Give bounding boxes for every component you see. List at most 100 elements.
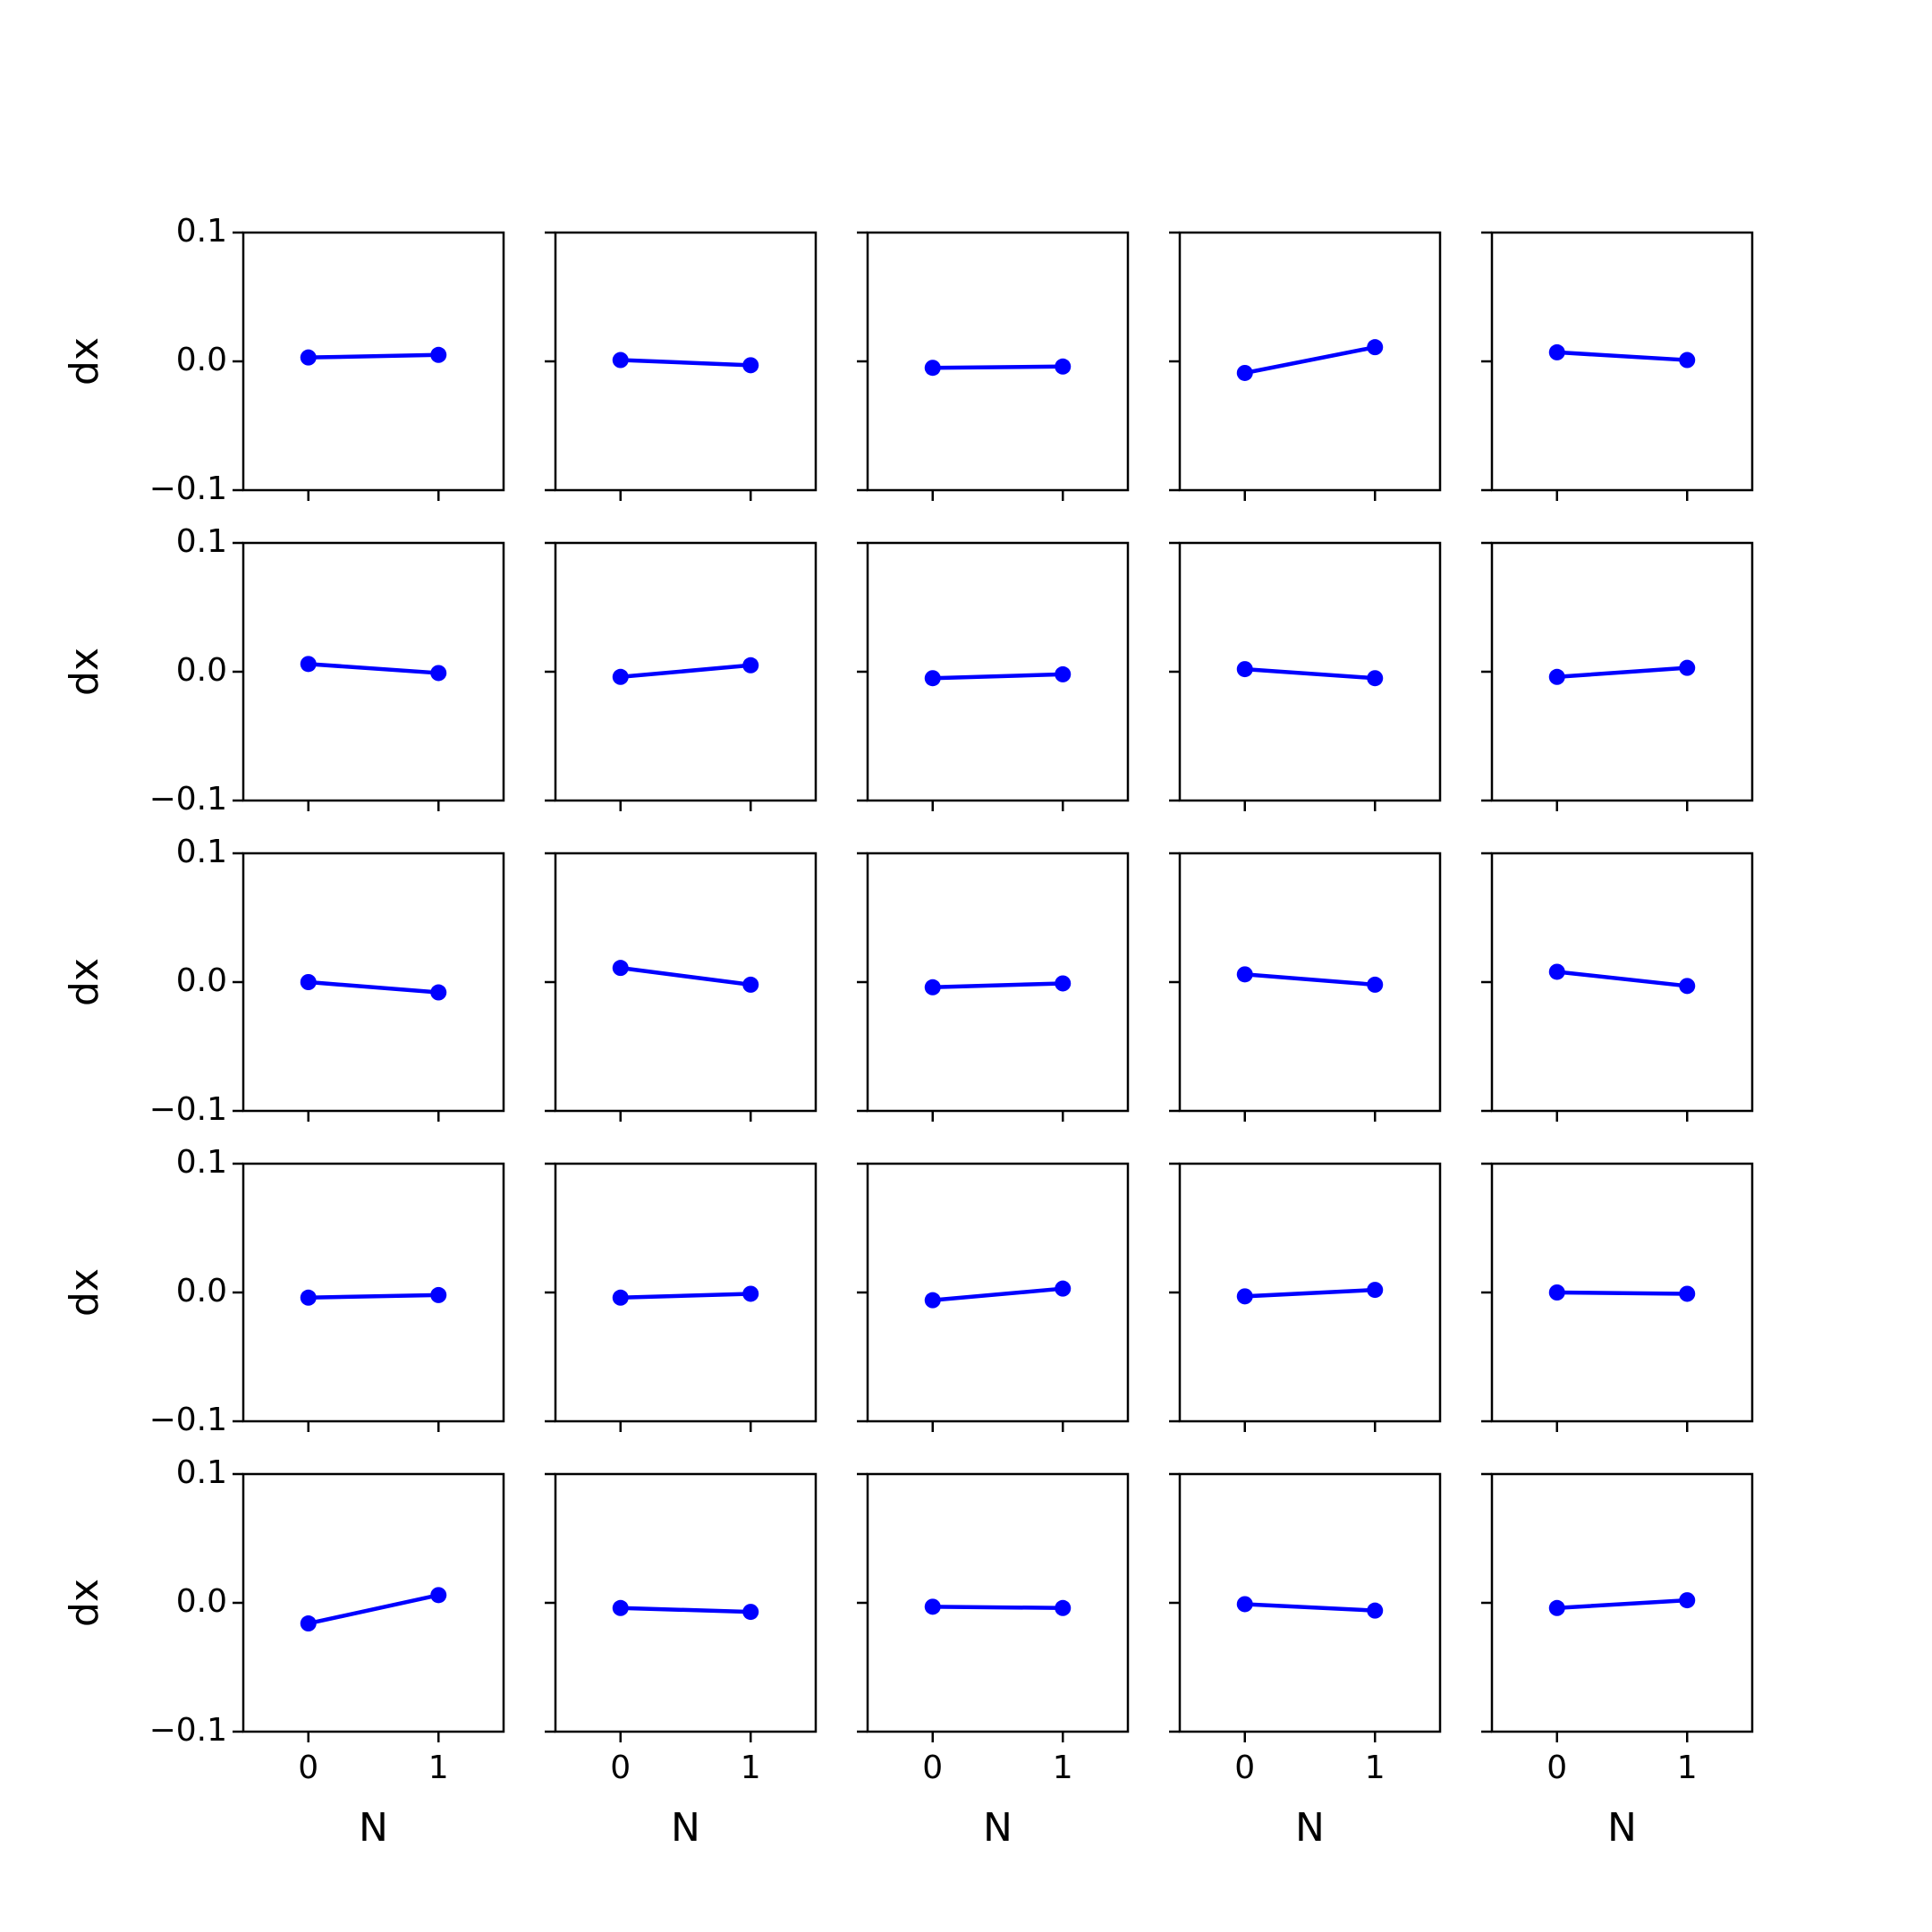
y-axis-label: dx (62, 337, 107, 386)
y-tick-label: −0.1 (149, 470, 227, 507)
y-tick-label: 0.0 (176, 1273, 227, 1309)
data-point (612, 1599, 629, 1616)
y-tick-label: 0.1 (176, 834, 227, 870)
x-tick-label: 1 (1053, 1750, 1073, 1786)
data-point (300, 974, 317, 990)
panel-r5-c1: 0.1 0.0 −0.1 0 1 dx N (62, 1454, 505, 1851)
data-point (1055, 665, 1072, 682)
series-line (1555, 350, 1690, 362)
panel-r4-c5 (1481, 1162, 1754, 1432)
y-axis-label: dx (62, 1268, 107, 1317)
x-tick-label: 0 (1234, 1750, 1255, 1786)
y-tick-label: −0.1 (149, 1091, 227, 1128)
data-point (1679, 352, 1696, 369)
series-line (1555, 1597, 1690, 1611)
data-point (924, 979, 941, 996)
data-point (924, 1292, 941, 1309)
data-point (1679, 1285, 1696, 1302)
y-axis-label: dx (62, 648, 107, 696)
panel-r3-c4 (1169, 852, 1442, 1122)
panel-r4-c2 (545, 1162, 818, 1432)
data-point (430, 1286, 447, 1303)
series-line (930, 1286, 1065, 1302)
panel-r3-c5 (1481, 852, 1754, 1122)
series-line (306, 352, 441, 360)
panel-r1-c2 (545, 231, 818, 501)
y-tick-label: −0.1 (149, 781, 227, 818)
series-line (1242, 666, 1377, 681)
series-line (930, 364, 1065, 370)
data-point (924, 360, 941, 377)
data-point (1548, 1599, 1565, 1616)
data-point (1367, 976, 1384, 993)
data-point (1548, 343, 1565, 360)
data-point (300, 349, 317, 366)
series-line (1242, 972, 1377, 987)
x-tick-label: 0 (922, 1750, 943, 1786)
data-point (742, 657, 759, 674)
data-point (1055, 1599, 1072, 1616)
data-point (1367, 670, 1384, 687)
data-point (1236, 661, 1253, 678)
series-line (930, 1605, 1065, 1611)
panel-r2-c5 (1481, 541, 1754, 811)
y-tick-label: 0.0 (176, 962, 227, 999)
y-tick-label: 0.1 (176, 213, 227, 250)
data-point (1367, 1282, 1384, 1299)
series-line (618, 663, 753, 680)
panel-r1-c5 (1481, 231, 1754, 501)
panel-r3-c2 (545, 852, 818, 1122)
data-point (924, 1598, 941, 1615)
x-tick-label: 0 (298, 1750, 318, 1786)
data-point (1367, 1602, 1384, 1619)
x-tick-label: 1 (1365, 1750, 1385, 1786)
series-line (1242, 1602, 1377, 1613)
panels-grid: 0.1 0.0 −0.1 dx 0.1 0.0 −0.1 dx 0.1 0.0 −0.1 dx 0.1 0… (62, 213, 1754, 1851)
panel-r2-c3 (857, 541, 1130, 811)
series-line (306, 662, 441, 675)
panel-r5-c2: 0 1 N (545, 1472, 818, 1851)
series-line (1555, 970, 1690, 988)
y-axis-label: dx (62, 1579, 107, 1627)
series-line (306, 979, 441, 995)
series-line (618, 358, 753, 368)
data-point (430, 984, 447, 1001)
x-axis-label: N (671, 1805, 700, 1851)
panel-r3-c3 (857, 852, 1130, 1122)
y-axis-label: dx (62, 958, 107, 1006)
y-tick-label: 0.0 (176, 1583, 227, 1620)
series-line (1555, 665, 1690, 680)
data-point (1055, 975, 1072, 992)
series-line (306, 1593, 441, 1626)
data-point (1236, 1288, 1253, 1305)
panel-r1-c3 (857, 231, 1130, 501)
y-tick-label: 0.1 (176, 523, 227, 560)
data-point (742, 976, 759, 993)
series-line (618, 965, 753, 987)
series-line (1242, 344, 1377, 376)
panel-r2-c2 (545, 541, 818, 811)
y-tick-label: 0.1 (176, 1454, 227, 1491)
y-tick-label: −0.1 (149, 1712, 227, 1749)
series-line (1242, 1287, 1377, 1299)
y-tick-label: 0.0 (176, 342, 227, 378)
x-axis-label: N (1295, 1805, 1325, 1851)
x-axis-label: N (359, 1805, 388, 1851)
x-tick-label: 0 (610, 1750, 631, 1786)
panel-r5-c4: 0 1 N (1169, 1472, 1442, 1851)
data-point (612, 668, 629, 685)
data-point (1055, 358, 1072, 375)
panel-r2-c1: 0.1 0.0 −0.1 dx (62, 523, 505, 818)
x-axis-label: N (1607, 1805, 1637, 1851)
series-line (1555, 1290, 1690, 1296)
y-tick-label: −0.1 (149, 1402, 227, 1438)
data-point (1548, 1284, 1565, 1301)
data-point (742, 1604, 759, 1621)
y-tick-label: 0.1 (176, 1144, 227, 1181)
data-point (430, 665, 447, 682)
data-point (1548, 668, 1565, 685)
data-point (1055, 1280, 1072, 1297)
data-point (1679, 1592, 1696, 1609)
